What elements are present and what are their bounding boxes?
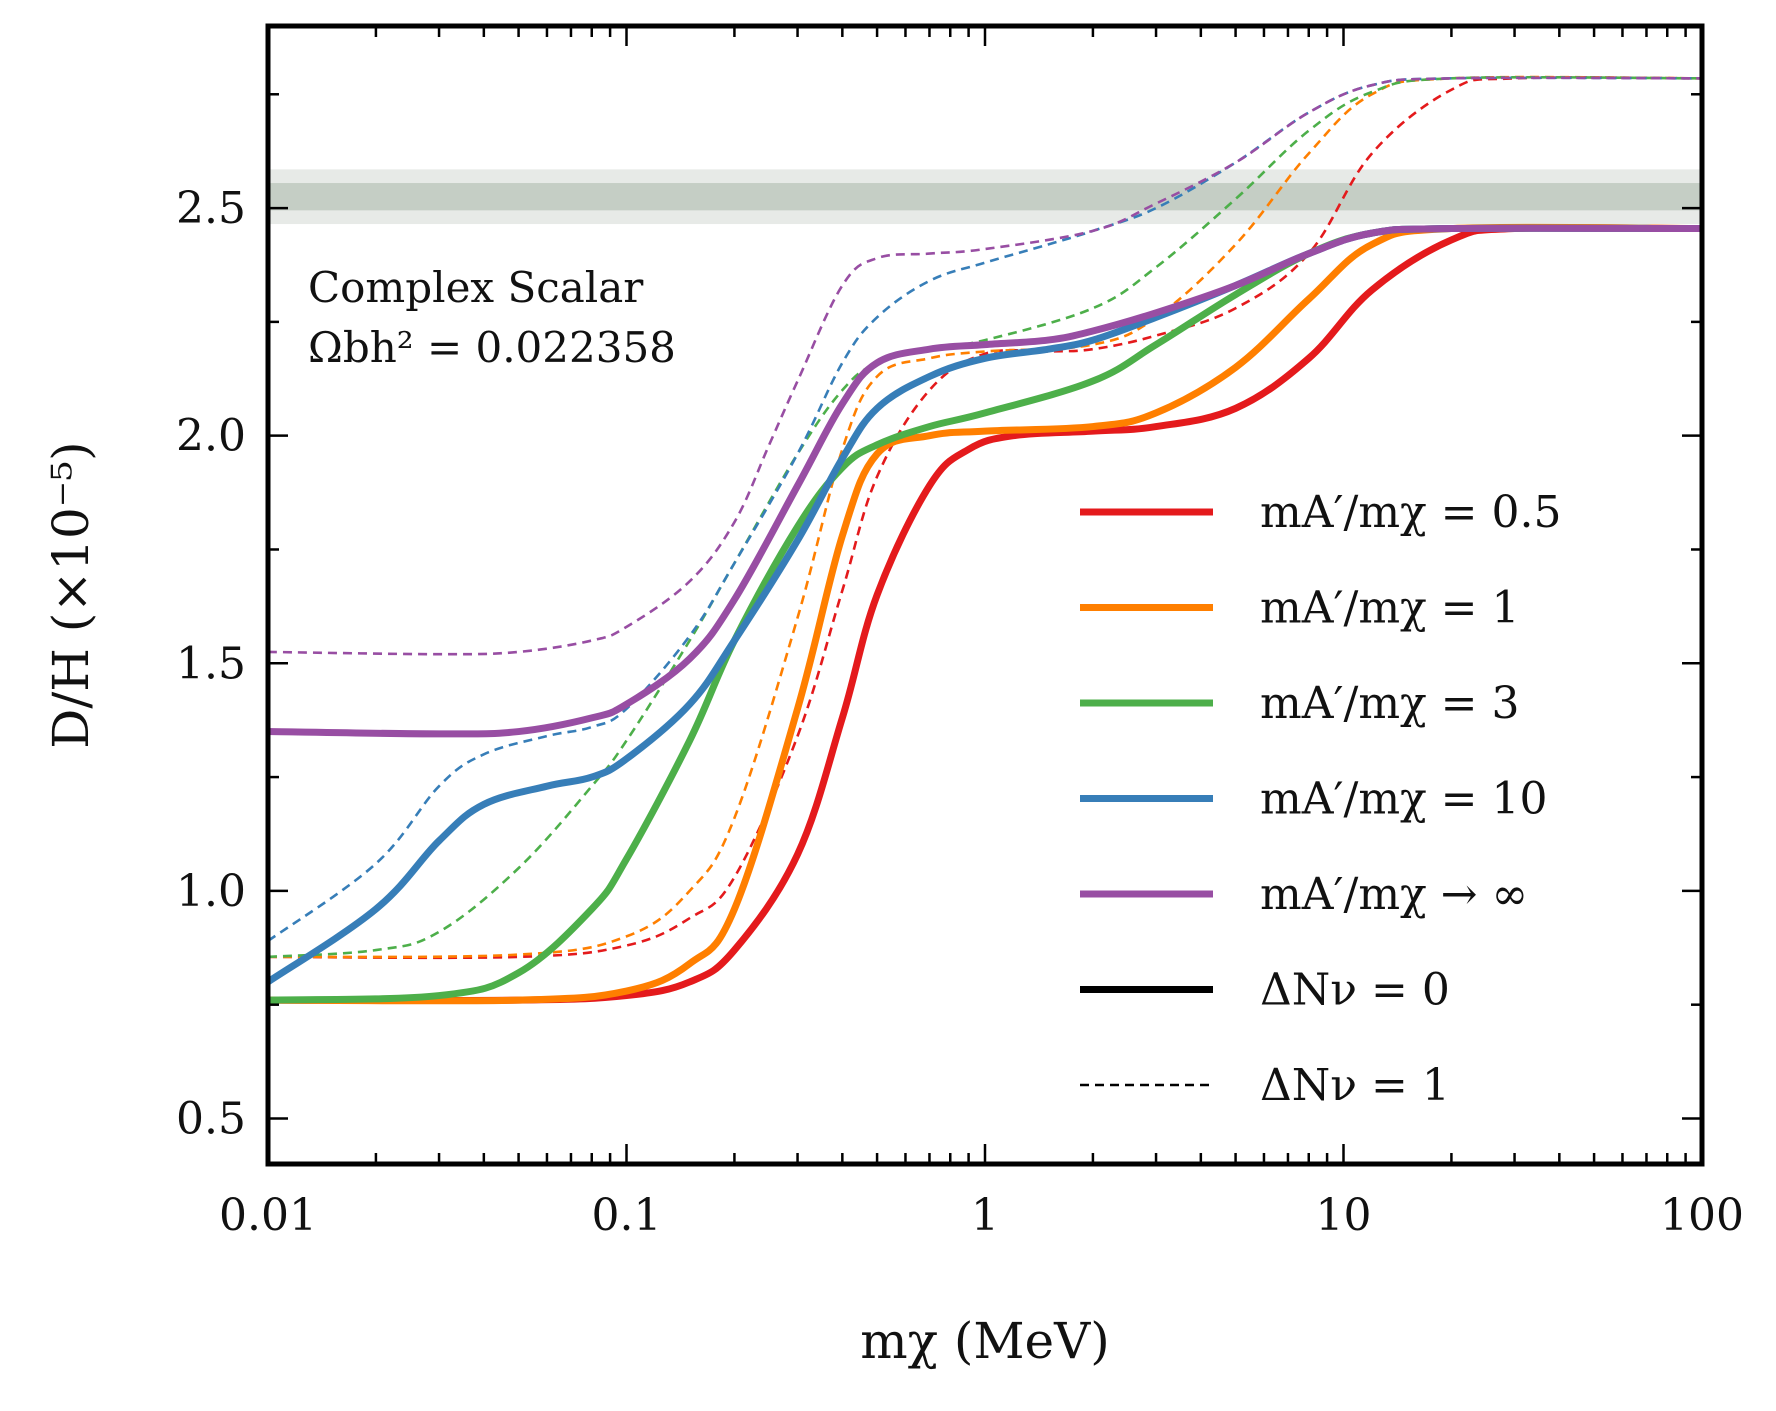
series-line-ratio-1-dnnu-1 xyxy=(268,75,1702,959)
x-tick-label: 100 xyxy=(1660,1190,1744,1241)
y-tick-label: 0.5 xyxy=(176,1093,246,1144)
legend-label: mA′/mχ = 10 xyxy=(1260,774,1548,825)
legend-label: mA′/mχ = 3 xyxy=(1260,678,1520,729)
legend-label: ΔNν = 0 xyxy=(1260,965,1450,1016)
y-tick-label: 1.0 xyxy=(176,866,246,917)
x-axis-title: mχ (MeV) xyxy=(860,1312,1110,1370)
y-tick-labels: 0.5 1.0 1.5 2.0 2.5 xyxy=(176,183,246,1144)
x-tick-label: 0.01 xyxy=(219,1190,317,1241)
y-tick-label: 1.5 xyxy=(176,638,246,689)
band-inner xyxy=(268,183,1702,211)
x-tick-labels: 0.01 0.1 1 10 100 xyxy=(219,1190,1744,1241)
x-tick-label: 10 xyxy=(1316,1190,1372,1241)
legend-label: ΔNν = 1 xyxy=(1260,1060,1450,1111)
legend-label: mA′/mχ = 0.5 xyxy=(1260,487,1562,538)
series-curves xyxy=(268,75,1702,1005)
series-line-ratio-3-dnnu-1 xyxy=(268,75,1702,959)
series-line-ratio-0.5-dnnu-0 xyxy=(268,224,1702,1004)
series-line-ratio-10-dnnu-1 xyxy=(268,76,1702,943)
baryon-density-annotation: Ωbh² = 0.022358 xyxy=(308,323,676,372)
series-line-ratio-1-dnnu-0 xyxy=(268,223,1702,1005)
series-line-ratio-inf-dnnu-1 xyxy=(268,76,1702,656)
model-annotation: Complex Scalar xyxy=(308,263,644,312)
x-tick-label: 1 xyxy=(971,1190,999,1241)
observed-dh-band xyxy=(268,169,1702,225)
x-tick-label: 0.1 xyxy=(592,1190,662,1241)
legend-label: mA′/mχ = 1 xyxy=(1260,583,1520,634)
plot-frame xyxy=(265,23,1705,1167)
legend-label: mA′/mχ → ∞ xyxy=(1260,869,1528,920)
series-line-ratio-inf-dnnu-0 xyxy=(268,224,1702,738)
legend: mA′/mχ = 0.5 mA′/mχ = 1 mA′/mχ = 3 mA′/mχ =… xyxy=(1080,487,1562,1111)
y-tick-label: 2.0 xyxy=(176,411,246,462)
y-tick-label: 2.5 xyxy=(176,183,246,234)
y-axis-title: D/H (×10⁻⁵) xyxy=(42,441,100,748)
